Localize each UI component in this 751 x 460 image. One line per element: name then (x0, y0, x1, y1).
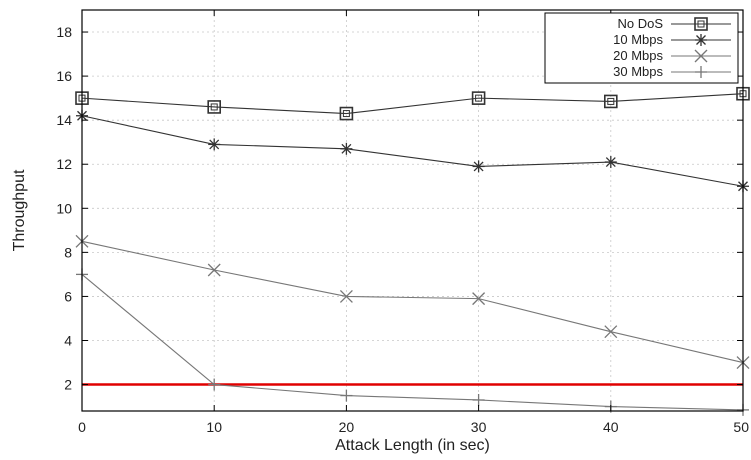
y-axis-label: Throughput (11, 169, 28, 251)
data-point (604, 156, 617, 169)
legend-item: No DoS (617, 16, 731, 31)
series-line-20-mbps (81, 240, 744, 364)
series-layer (75, 86, 750, 416)
x-tick-label: 50 (733, 419, 749, 435)
x-tick-label: 40 (603, 419, 619, 435)
y-tick-label: 4 (64, 332, 72, 348)
legend-box (544, 12, 739, 84)
tick-layer: 2 4 6 8 10 12 14 16 18 0 10 20 30 40 50 (56, 10, 749, 435)
legend-label: 30 Mbps (613, 64, 663, 79)
x-tick-label: 0 (78, 419, 86, 435)
y-tick-label: 6 (64, 288, 72, 304)
legend-marker (694, 17, 708, 31)
y-tick-label: 2 (64, 377, 72, 393)
y-tick-label: 14 (56, 112, 72, 128)
series-30-mbps (76, 268, 749, 416)
x-tick-label: 10 (206, 419, 222, 435)
series-no-dos (75, 86, 750, 121)
data-point (339, 289, 353, 303)
data-point (208, 138, 221, 151)
data-point (340, 142, 353, 155)
data-point (604, 325, 618, 339)
legend-marker (695, 66, 707, 78)
data-point (471, 91, 486, 105)
series-line-30-mbps (81, 273, 744, 411)
x-axis-label: Attack Length (in sec) (335, 437, 490, 454)
y-tick-label: 18 (56, 24, 72, 40)
data-point (472, 160, 485, 173)
data-point (339, 106, 354, 121)
legend-label: No DoS (617, 16, 663, 31)
series-line-10-mbps (81, 115, 744, 187)
y-tick-label: 10 (56, 200, 72, 216)
plot-frame (81, 9, 744, 412)
series-20-mbps (75, 234, 750, 369)
data-point (207, 263, 221, 277)
data-point (340, 389, 353, 402)
legend-label: 10 Mbps (613, 32, 663, 47)
y-tick-label: 16 (56, 68, 72, 84)
x-tick-label: 30 (471, 419, 487, 435)
y-tick-label: 8 (64, 244, 72, 260)
legend-item: 10 Mbps (613, 32, 731, 47)
y-tick-label: 12 (56, 156, 72, 172)
legend-marker (695, 34, 707, 46)
series-10-mbps (76, 109, 749, 193)
data-point (207, 100, 221, 114)
data-point (208, 378, 221, 391)
data-point (472, 393, 485, 406)
x-tick-label: 20 (339, 419, 355, 435)
legend-item: 20 Mbps (613, 48, 731, 63)
data-point (472, 292, 486, 306)
legend-item: 30 Mbps (613, 64, 731, 79)
series-line-no-dos (81, 93, 744, 115)
data-point (603, 94, 618, 109)
legend-label: 20 Mbps (613, 48, 663, 63)
legend-marker (694, 49, 708, 63)
